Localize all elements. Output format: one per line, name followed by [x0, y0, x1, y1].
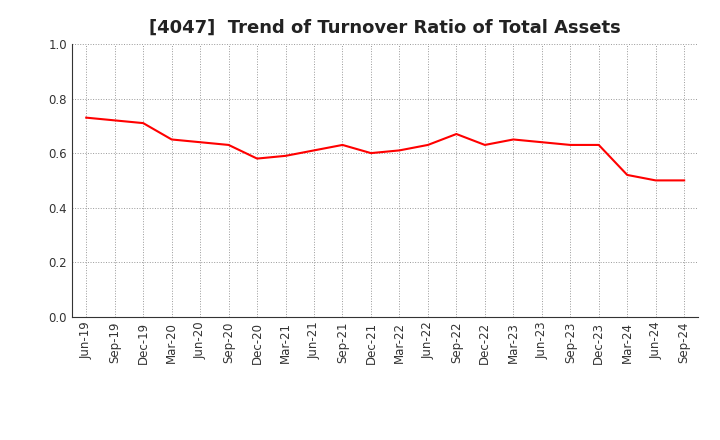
Title: [4047]  Trend of Turnover Ratio of Total Assets: [4047] Trend of Turnover Ratio of Total …	[149, 19, 621, 37]
